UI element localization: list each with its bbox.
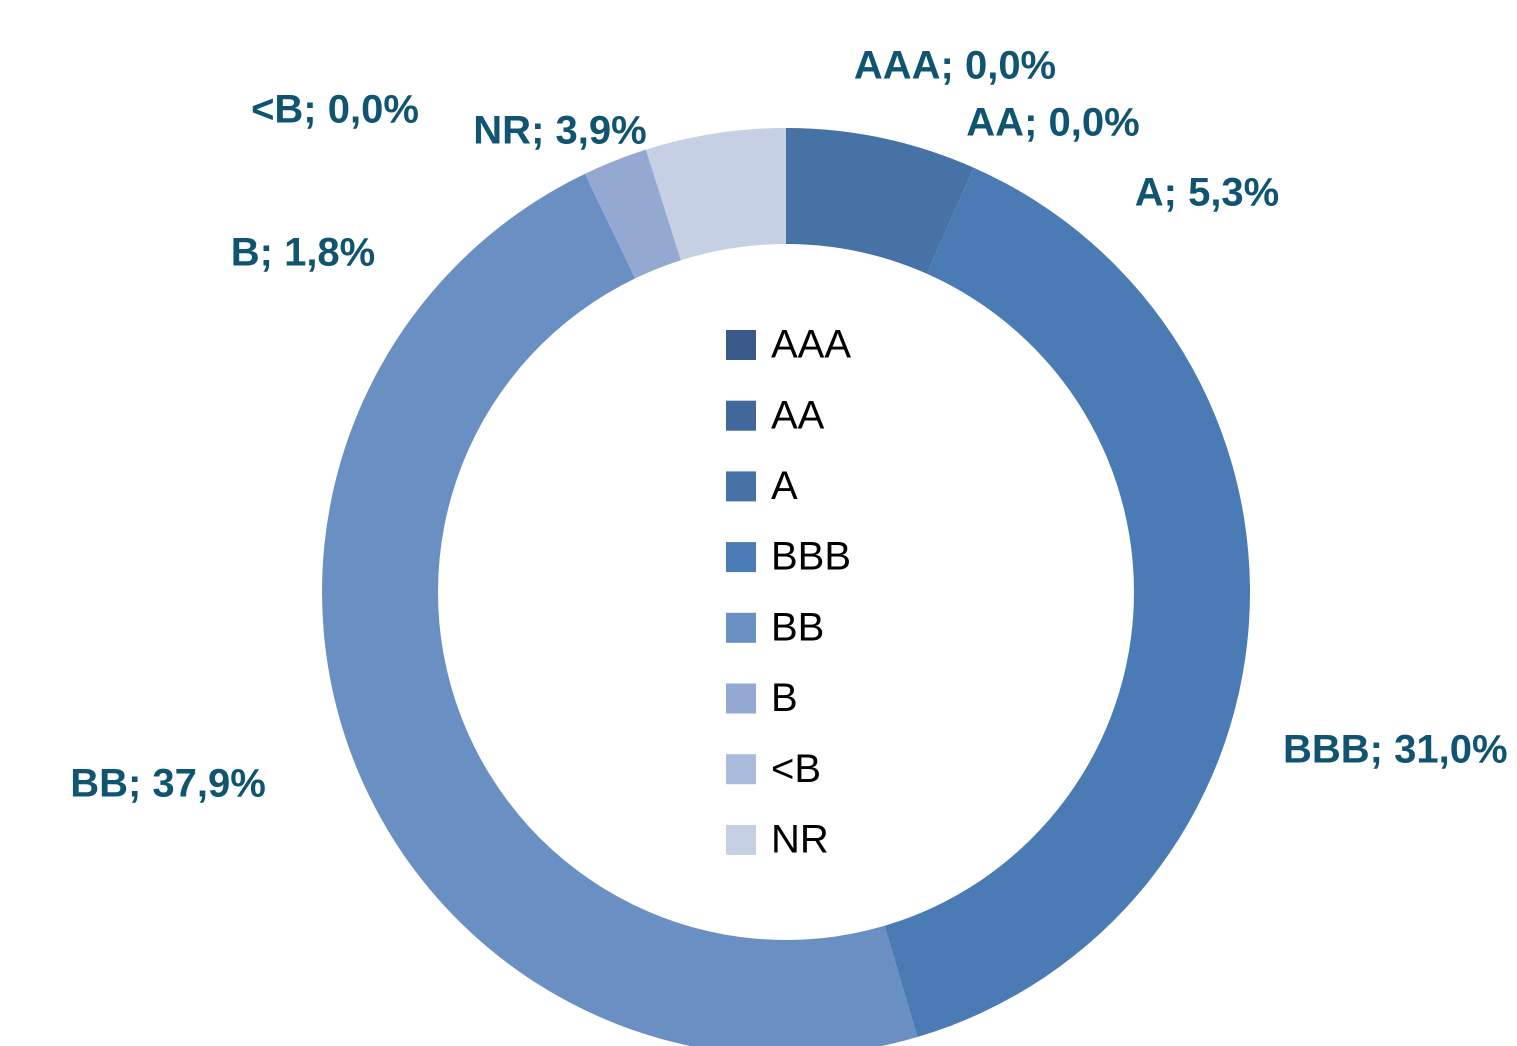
data-label: A; 5,3% <box>1135 171 1280 215</box>
legend-label: BB <box>771 605 824 649</box>
data-label: <B; 0,0% <box>251 88 419 132</box>
donut-slice <box>645 128 786 261</box>
donut-slice <box>884 167 1250 1038</box>
data-label: BBB; 31,0% <box>1283 728 1508 772</box>
legend-swatch <box>726 542 756 573</box>
legend-swatch <box>726 683 756 714</box>
data-label: AA; 0,0% <box>966 101 1139 145</box>
data-label: BB; 37,9% <box>70 762 266 806</box>
legend-label: AAA <box>771 323 851 367</box>
legend-swatch <box>726 400 756 431</box>
data-label: B; 1,8% <box>231 231 376 275</box>
legend-swatch <box>726 471 756 502</box>
data-label: NR; 3,9% <box>473 109 646 153</box>
legend-label: B <box>771 676 798 720</box>
legend-swatch <box>726 754 756 785</box>
legend-label: A <box>771 464 798 508</box>
legend-label: NR <box>771 817 829 861</box>
legend-swatch <box>726 612 756 643</box>
donut-slice <box>786 128 974 274</box>
legend-label: <B <box>771 747 821 791</box>
legend-label: AA <box>771 393 825 437</box>
donut-slice <box>584 149 681 279</box>
donut-slice <box>322 173 918 1046</box>
legend-swatch <box>726 824 756 855</box>
data-label: AAA; 0,0% <box>854 44 1056 88</box>
legend-swatch <box>726 330 756 360</box>
legend-label: BBB <box>771 535 851 579</box>
